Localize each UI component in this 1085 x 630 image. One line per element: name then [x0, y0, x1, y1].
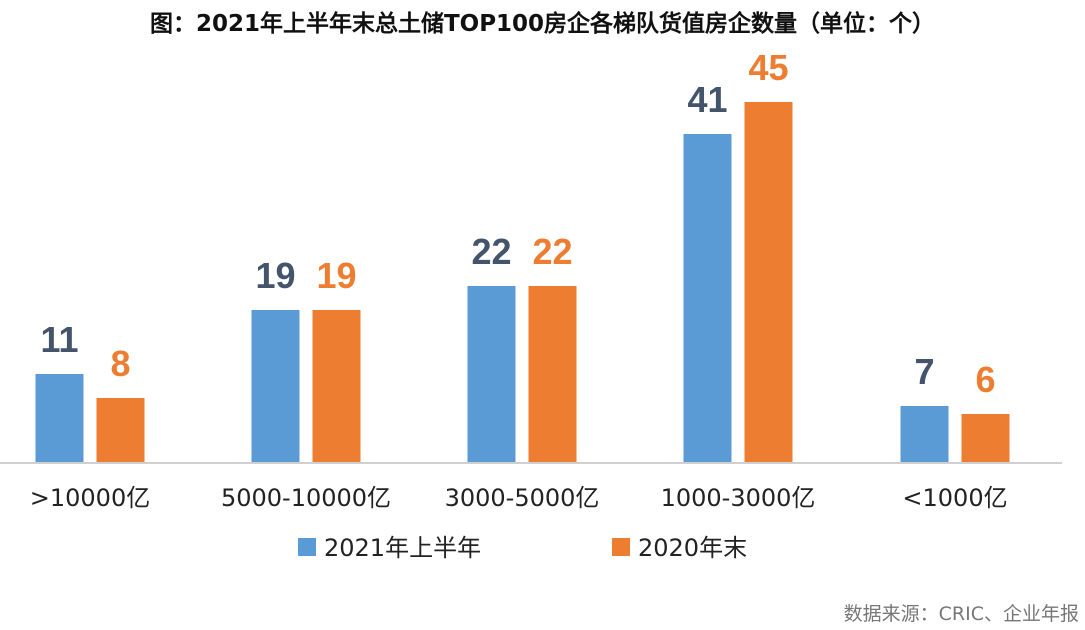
- value-label: 7: [914, 351, 934, 392]
- bar-2020-2: [528, 286, 577, 462]
- value-label: 22: [532, 231, 572, 272]
- value-label: 19: [255, 255, 295, 296]
- chart-title: 图：2021年上半年末总土储TOP100房企各梯队货值房企数量（单位：个）: [149, 11, 936, 37]
- value-label: 6: [975, 359, 995, 400]
- bar-2021h1-0: [35, 374, 84, 462]
- bar-2020-3: [744, 102, 793, 462]
- x-tick-label: 1000-3000亿: [661, 484, 816, 512]
- legend-swatch: [298, 538, 316, 556]
- legend-swatch: [612, 538, 630, 556]
- x-tick-label: <1000亿: [902, 484, 1007, 512]
- value-label: 11: [40, 319, 78, 360]
- x-tick-labels-group: >10000亿 5000-10000亿 3000-5000亿 1000-3000亿 <1…: [30, 484, 1008, 512]
- data-source-note: 数据来源：CRIC、企业年报: [843, 603, 1079, 625]
- value-label: 8: [110, 343, 130, 384]
- legend-label: 2021年上半年: [324, 534, 481, 562]
- bar-2020-0: [96, 398, 145, 462]
- x-tick-label: >10000亿: [30, 484, 150, 512]
- value-label: 19: [316, 255, 356, 296]
- legend-label: 2020年末: [638, 534, 747, 562]
- value-labels-group: 11 8 19 19 22 22 41 45 7 6: [40, 47, 995, 400]
- bar-2021h1-1: [251, 310, 300, 462]
- value-label: 45: [748, 47, 788, 88]
- legend: 2021年上半年 2020年末: [298, 534, 747, 562]
- bar-2021h1-3: [683, 134, 732, 462]
- value-label: 41: [687, 79, 727, 120]
- bar-2021h1-2: [467, 286, 516, 462]
- value-label: 22: [471, 231, 511, 272]
- bar-2021h1-4: [900, 406, 949, 462]
- x-tick-label: 3000-5000亿: [445, 484, 600, 512]
- bar-2020-4: [961, 414, 1010, 462]
- bar-2020-1: [312, 310, 361, 462]
- bars-group: [35, 102, 1010, 462]
- x-tick-label: 5000-10000亿: [221, 484, 391, 512]
